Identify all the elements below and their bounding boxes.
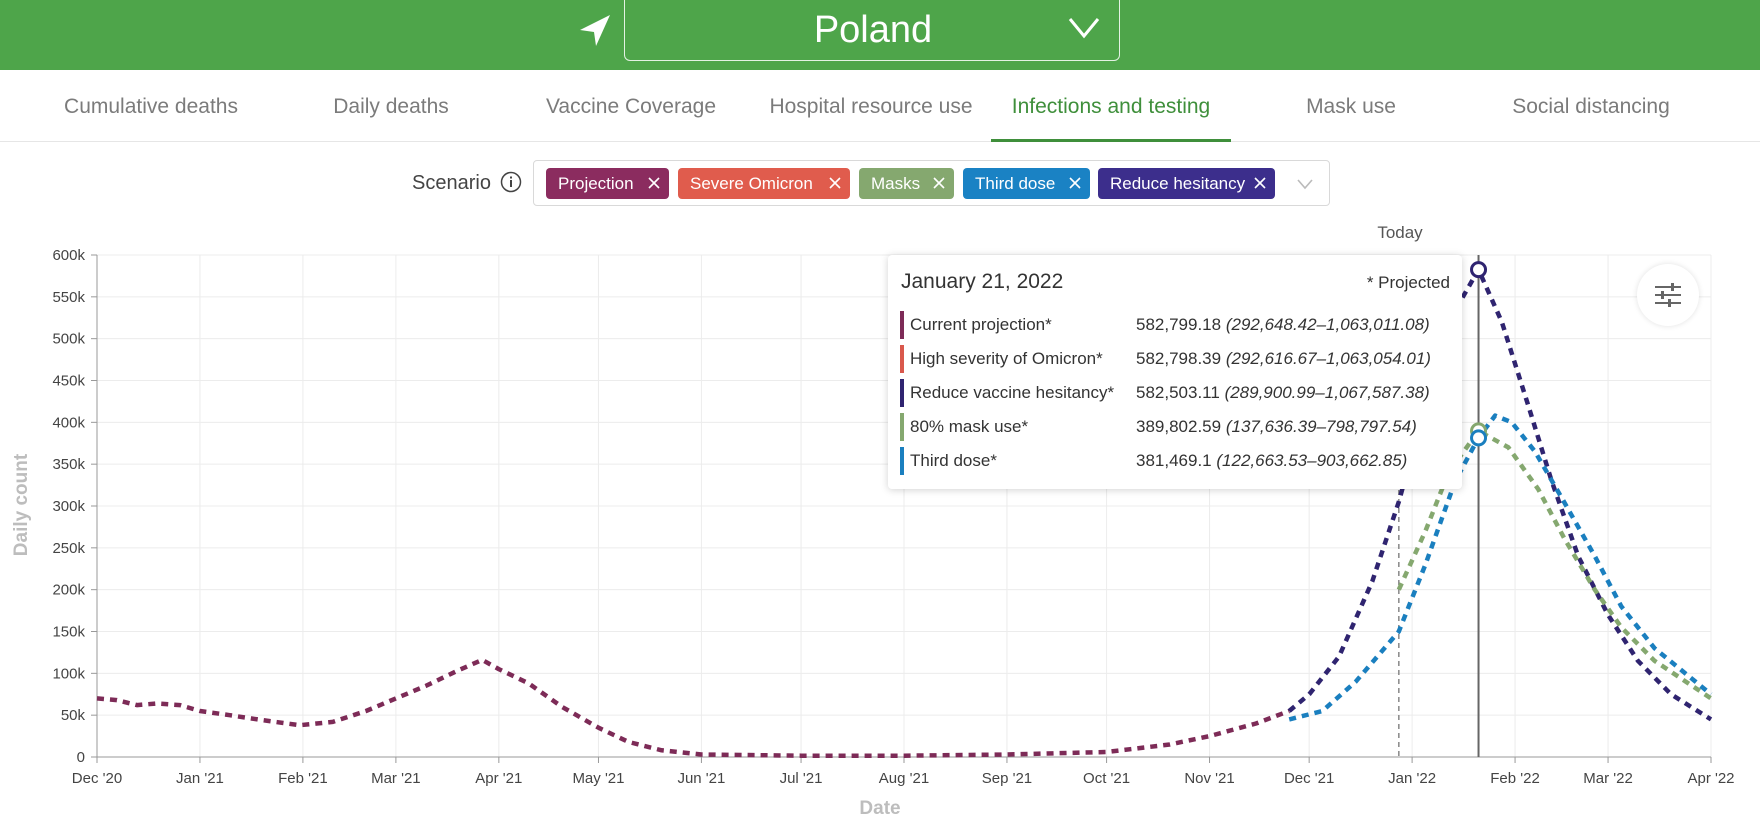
series-line: [1287, 267, 1713, 722]
tag-label: Third dose: [975, 174, 1056, 193]
tooltip-projected-note: * Projected: [1366, 273, 1450, 292]
x-tick-label: Jun '21: [677, 770, 725, 787]
today-label: Today: [1377, 223, 1423, 242]
info-icon[interactable]: [500, 171, 522, 193]
tab-social-distancing[interactable]: Social distancing: [1512, 95, 1670, 118]
active-tab-indicator: [991, 139, 1231, 142]
tab-cumulative-deaths[interactable]: Cumulative deaths: [64, 95, 238, 118]
y-tick-label: 50k: [61, 707, 86, 724]
close-icon[interactable]: [648, 177, 660, 189]
sliders-icon: [1655, 283, 1681, 307]
series-swatch: [900, 447, 904, 475]
y-tick-label: 150k: [52, 624, 85, 641]
location-arrow-icon[interactable]: [576, 12, 614, 50]
x-tick-label: Oct '21: [1083, 770, 1130, 787]
tooltip-series-value: 582,799.18 (292,648.42–1,063,011.08): [1136, 315, 1430, 334]
chevron-down-icon[interactable]: [1297, 178, 1313, 190]
top-bar: Poland: [0, 0, 1760, 70]
tag-third-dose: Third dose: [963, 168, 1090, 199]
x-tick-label: Sep '21: [982, 770, 1032, 787]
tooltip-series-value: 389,802.59 (137,636.39–798,797.54): [1136, 417, 1417, 436]
x-tick-label: Aug '21: [879, 770, 929, 787]
tooltip-series-value: 582,798.39 (292,616.67–1,063,054.01): [1136, 349, 1431, 368]
y-tick-label: 450k: [52, 373, 85, 390]
y-tick-label: 350k: [52, 456, 85, 473]
x-tick-label: Jan '21: [176, 770, 224, 787]
hover-marker: [1470, 429, 1488, 447]
tag-masks: Masks: [859, 168, 954, 199]
x-tick-label: Dec '21: [1284, 770, 1334, 787]
close-icon[interactable]: [829, 177, 841, 189]
hover-marker: [1470, 261, 1488, 279]
scenario-select[interactable]: Projection Severe Omicron Masks Third do…: [533, 160, 1330, 206]
tag-label: Masks: [871, 174, 921, 193]
y-tick-label: 0: [77, 749, 85, 766]
tooltip-date: January 21, 2022: [901, 270, 1064, 293]
y-tick-label: 550k: [52, 289, 85, 306]
tooltip-row: Third dose* 381,469.1 (122,663.53–903,66…: [900, 447, 1455, 475]
x-tick-label: Jan '22: [1388, 770, 1436, 787]
close-icon[interactable]: [933, 177, 945, 189]
series-swatch: [900, 379, 904, 407]
y-tick-label: 500k: [52, 331, 85, 348]
x-tick-label: Jul '21: [780, 770, 823, 787]
x-tick-label: Apr '21: [475, 770, 522, 787]
tab-daily-deaths[interactable]: Daily deaths: [333, 95, 449, 118]
tooltip-series-value: 381,469.1 (122,663.53–903,662.85): [1136, 451, 1408, 470]
scenario-label: Scenario: [412, 172, 491, 194]
tooltip-row: High severity of Omicron* 582,798.39 (29…: [900, 345, 1455, 373]
series-line: [1288, 413, 1713, 722]
x-tick-label: Feb '22: [1490, 770, 1540, 787]
y-tick-label: 250k: [52, 540, 85, 557]
y-tick-label: 400k: [52, 414, 85, 431]
x-tick-label: Dec '20: [72, 770, 122, 787]
y-tick-label: 100k: [52, 665, 85, 682]
close-icon[interactable]: [1254, 177, 1266, 189]
x-tick-label: May '21: [572, 770, 624, 787]
series-line: [1396, 428, 1713, 701]
tag-label: Reduce hesitancy: [1110, 174, 1246, 193]
close-icon[interactable]: [1069, 177, 1081, 189]
country-dropdown[interactable]: Poland: [624, 0, 1120, 61]
chart-settings-button[interactable]: [1637, 264, 1699, 326]
tooltip-row: Reduce vaccine hesitancy* 582,503.11 (28…: [900, 379, 1455, 407]
x-tick-label: Mar '21: [371, 770, 421, 787]
series-swatch: [900, 311, 904, 339]
y-tick-label: 200k: [52, 582, 85, 599]
x-tick-label: Feb '21: [278, 770, 328, 787]
tag-reduce-hesitancy: Reduce hesitancy: [1098, 168, 1275, 199]
x-axis-title: Date: [859, 798, 901, 819]
tooltip-series-name: Current projection*: [910, 315, 1052, 334]
tag-label: Severe Omicron: [690, 174, 813, 193]
hover-tooltip: January 21, 2022 * Projected Current pro…: [888, 255, 1462, 489]
y-tick-label: 300k: [52, 498, 85, 515]
y-tick-label: 600k: [52, 247, 85, 264]
tooltip-row: 80% mask use* 389,802.59 (137,636.39–798…: [900, 413, 1455, 441]
tag-projection: Projection: [546, 168, 669, 199]
country-name: Poland: [813, 9, 933, 51]
y-axis-title: Daily count: [11, 453, 32, 557]
tab-bar: Cumulative deaths Daily deaths Vaccine C…: [0, 70, 1760, 142]
x-tick-label: Apr '22: [1687, 770, 1734, 787]
x-tick-label: Mar '22: [1583, 770, 1633, 787]
series-swatch: [900, 413, 904, 441]
tooltip-series-name: Third dose*: [910, 451, 997, 470]
x-tick-label: Nov '21: [1184, 770, 1234, 787]
tooltip-series-name: Reduce vaccine hesitancy*: [910, 383, 1115, 402]
tooltip-series-value: 582,503.11 (289,900.99–1,067,587.38): [1136, 383, 1430, 402]
tab-infections-and-testing[interactable]: Infections and testing: [1011, 95, 1211, 118]
tag-severe-omicron: Severe Omicron: [678, 168, 850, 199]
tab-vaccine-coverage[interactable]: Vaccine Coverage: [545, 95, 717, 118]
chevron-down-icon: [1068, 18, 1100, 39]
tooltip-series-name: 80% mask use*: [910, 417, 1029, 436]
tab-mask-use[interactable]: Mask use: [1306, 95, 1396, 118]
series-line: [96, 657, 1290, 758]
tooltip-row: Current projection* 582,799.18 (292,648.…: [900, 311, 1455, 339]
tag-label: Projection: [558, 174, 634, 193]
tab-hospital-resource-use[interactable]: Hospital resource use: [769, 95, 973, 118]
series-swatch: [900, 345, 904, 373]
tooltip-series-name: High severity of Omicron*: [910, 349, 1103, 368]
